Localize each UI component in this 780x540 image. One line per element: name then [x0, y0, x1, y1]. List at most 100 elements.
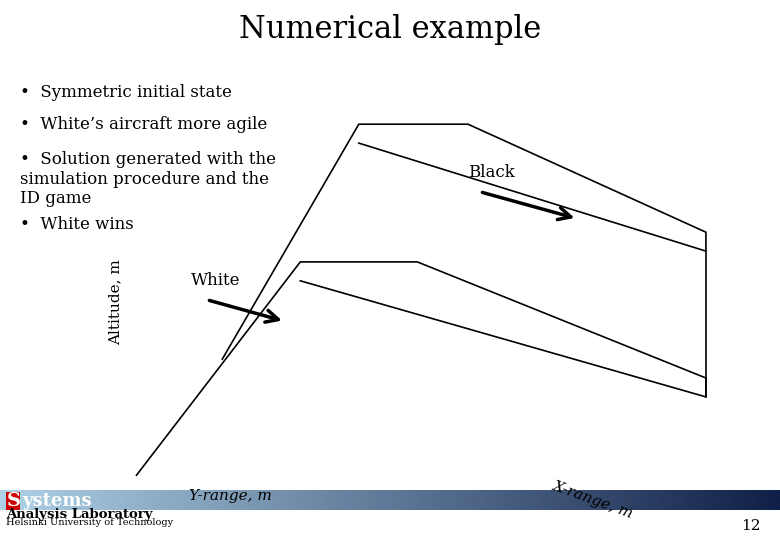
Bar: [590, 490, 593, 510]
Bar: [445, 490, 447, 510]
Bar: [458, 490, 460, 510]
Text: White: White: [191, 272, 240, 289]
Text: Black: Black: [468, 164, 515, 181]
Bar: [351, 490, 353, 510]
Bar: [416, 490, 419, 510]
Bar: [739, 490, 741, 510]
Bar: [619, 490, 622, 510]
Bar: [533, 490, 536, 510]
Bar: [257, 490, 260, 510]
Bar: [546, 490, 548, 510]
Bar: [94, 490, 96, 510]
Bar: [517, 490, 520, 510]
Bar: [346, 490, 349, 510]
Bar: [645, 490, 647, 510]
Bar: [278, 490, 281, 510]
Bar: [460, 490, 463, 510]
Bar: [47, 490, 49, 510]
Bar: [640, 490, 642, 510]
Bar: [341, 490, 343, 510]
Bar: [751, 490, 754, 510]
Bar: [361, 490, 364, 510]
Bar: [148, 490, 151, 510]
Bar: [728, 490, 731, 510]
Bar: [704, 490, 707, 510]
Bar: [91, 490, 94, 510]
Bar: [668, 490, 671, 510]
Bar: [119, 490, 122, 510]
Bar: [216, 490, 218, 510]
Bar: [505, 490, 507, 510]
Bar: [57, 490, 60, 510]
Bar: [655, 490, 658, 510]
Bar: [338, 490, 341, 510]
Bar: [437, 490, 439, 510]
Text: •  White’s aircraft more agile: • White’s aircraft more agile: [20, 116, 267, 133]
Bar: [247, 490, 250, 510]
Bar: [289, 490, 291, 510]
Bar: [86, 490, 88, 510]
Bar: [778, 490, 780, 510]
Text: X-range, m: X-range, m: [551, 478, 635, 521]
Bar: [169, 490, 172, 510]
Bar: [658, 490, 661, 510]
Bar: [515, 490, 517, 510]
Bar: [595, 490, 598, 510]
Bar: [593, 490, 595, 510]
Bar: [143, 490, 146, 510]
Bar: [117, 490, 119, 510]
Bar: [525, 490, 528, 510]
Bar: [197, 490, 200, 510]
Bar: [388, 490, 390, 510]
Bar: [403, 490, 406, 510]
Bar: [268, 490, 271, 510]
Bar: [408, 490, 411, 510]
Bar: [271, 490, 273, 510]
Bar: [400, 490, 403, 510]
Bar: [115, 490, 117, 510]
Bar: [31, 490, 34, 510]
Bar: [16, 490, 18, 510]
Bar: [647, 490, 650, 510]
Bar: [431, 490, 434, 510]
Bar: [572, 490, 575, 510]
Bar: [294, 490, 296, 510]
Bar: [614, 490, 616, 510]
Bar: [88, 490, 91, 510]
Bar: [78, 490, 80, 510]
Bar: [211, 490, 213, 510]
Bar: [127, 490, 130, 510]
Bar: [299, 490, 302, 510]
Bar: [296, 490, 299, 510]
Bar: [634, 490, 637, 510]
Bar: [575, 490, 577, 510]
Bar: [767, 490, 770, 510]
Bar: [135, 490, 138, 510]
Bar: [140, 490, 143, 510]
Bar: [8, 490, 10, 510]
Bar: [80, 490, 83, 510]
Bar: [606, 490, 608, 510]
Bar: [193, 490, 195, 510]
Bar: [161, 490, 164, 510]
Bar: [770, 490, 772, 510]
Bar: [603, 490, 606, 510]
Bar: [283, 490, 286, 510]
Bar: [598, 490, 601, 510]
Bar: [364, 490, 367, 510]
Bar: [725, 490, 728, 510]
Text: •  White wins: • White wins: [20, 216, 133, 233]
Bar: [156, 490, 158, 510]
Bar: [712, 490, 715, 510]
Bar: [395, 490, 398, 510]
Bar: [442, 490, 445, 510]
Bar: [349, 490, 351, 510]
Bar: [567, 490, 569, 510]
Bar: [133, 490, 135, 510]
Bar: [273, 490, 275, 510]
Bar: [629, 490, 632, 510]
Bar: [736, 490, 739, 510]
Bar: [551, 490, 554, 510]
Text: •  Solution generated with the
simulation procedure and the
ID game: • Solution generated with the simulation…: [20, 151, 275, 207]
Bar: [624, 490, 626, 510]
